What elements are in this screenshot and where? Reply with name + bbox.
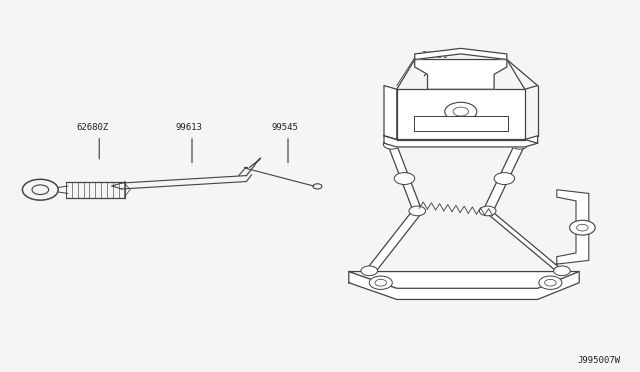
Text: 62680Z: 62680Z <box>77 123 109 132</box>
Polygon shape <box>349 272 579 299</box>
Circle shape <box>383 140 400 149</box>
Polygon shape <box>365 210 422 273</box>
FancyBboxPatch shape <box>414 116 508 131</box>
Polygon shape <box>387 143 422 212</box>
Circle shape <box>539 276 562 289</box>
Polygon shape <box>415 60 507 89</box>
Circle shape <box>479 206 496 216</box>
Polygon shape <box>557 190 589 264</box>
Polygon shape <box>483 143 525 212</box>
Polygon shape <box>384 136 538 147</box>
Text: 99613: 99613 <box>175 123 202 132</box>
Circle shape <box>554 266 570 276</box>
Polygon shape <box>349 272 579 288</box>
Text: 99545: 99545 <box>271 123 298 132</box>
Circle shape <box>394 173 415 185</box>
Circle shape <box>409 206 426 216</box>
Polygon shape <box>384 86 397 140</box>
Polygon shape <box>483 210 566 273</box>
Polygon shape <box>415 48 507 60</box>
Polygon shape <box>397 89 525 140</box>
Circle shape <box>494 173 515 185</box>
Text: 99550: 99550 <box>422 51 449 60</box>
Circle shape <box>570 220 595 235</box>
Circle shape <box>445 102 477 121</box>
Circle shape <box>369 276 392 289</box>
Circle shape <box>511 140 528 149</box>
Circle shape <box>361 266 378 276</box>
Text: J995007W: J995007W <box>578 356 621 365</box>
